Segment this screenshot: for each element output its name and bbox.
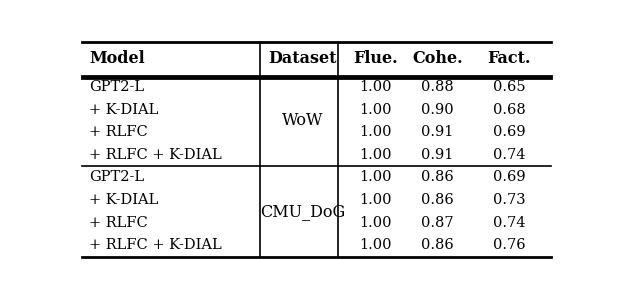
Text: Fact.: Fact. <box>488 50 531 67</box>
Text: 1.00: 1.00 <box>359 170 392 184</box>
Text: 1.00: 1.00 <box>359 238 392 252</box>
Text: 0.86: 0.86 <box>421 193 454 207</box>
Text: Flue.: Flue. <box>353 50 398 67</box>
Text: Dataset: Dataset <box>268 50 337 67</box>
Text: 0.76: 0.76 <box>493 238 525 252</box>
Text: 1.00: 1.00 <box>359 148 392 162</box>
Text: WoW: WoW <box>282 112 323 129</box>
Text: GPT2-L: GPT2-L <box>89 80 145 94</box>
Text: 0.90: 0.90 <box>421 102 454 117</box>
Text: 1.00: 1.00 <box>359 125 392 139</box>
Text: 0.88: 0.88 <box>421 80 454 94</box>
Text: 0.74: 0.74 <box>493 216 525 230</box>
Text: 1.00: 1.00 <box>359 80 392 94</box>
Text: 0.73: 0.73 <box>493 193 525 207</box>
Text: 0.86: 0.86 <box>421 238 454 252</box>
Text: 0.91: 0.91 <box>421 148 454 162</box>
Text: 0.86: 0.86 <box>421 170 454 184</box>
Text: + RLFC: + RLFC <box>89 125 148 139</box>
Text: 0.91: 0.91 <box>421 125 454 139</box>
Text: + K-DIAL: + K-DIAL <box>89 193 159 207</box>
Text: 1.00: 1.00 <box>359 102 392 117</box>
Text: GPT2-L: GPT2-L <box>89 170 145 184</box>
Text: 0.87: 0.87 <box>421 216 454 230</box>
Text: 0.69: 0.69 <box>493 170 525 184</box>
Text: + RLFC: + RLFC <box>89 216 148 230</box>
Text: 0.74: 0.74 <box>493 148 525 162</box>
Text: + RLFC + K-DIAL: + RLFC + K-DIAL <box>89 238 222 252</box>
Text: 0.68: 0.68 <box>493 102 525 117</box>
Text: 0.69: 0.69 <box>493 125 525 139</box>
Text: Model: Model <box>89 50 145 67</box>
Text: + RLFC + K-DIAL: + RLFC + K-DIAL <box>89 148 222 162</box>
Text: 1.00: 1.00 <box>359 193 392 207</box>
Text: CMU_DoG: CMU_DoG <box>260 203 345 220</box>
Text: Cohe.: Cohe. <box>412 50 463 67</box>
Text: + K-DIAL: + K-DIAL <box>89 102 159 117</box>
Text: 1.00: 1.00 <box>359 216 392 230</box>
Text: 0.65: 0.65 <box>493 80 525 94</box>
